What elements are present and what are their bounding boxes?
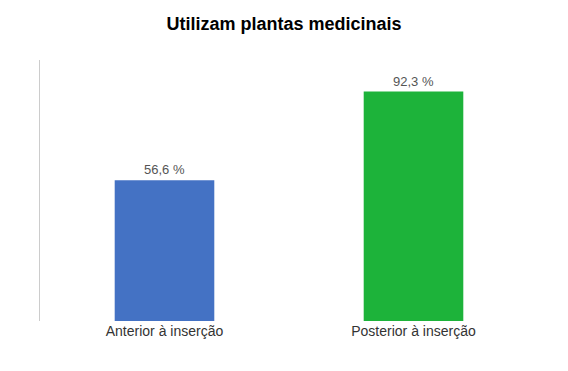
svg-text:Posterior à inserção: Posterior à inserção <box>351 323 476 339</box>
svg-text:56,6 %: 56,6 % <box>144 162 185 177</box>
svg-text:92,3 %: 92,3 % <box>393 74 434 89</box>
svg-text:Anterior à inserção: Anterior à inserção <box>106 323 224 339</box>
svg-text:Utilizam plantas medicinais: Utilizam plantas medicinais <box>166 14 401 34</box>
